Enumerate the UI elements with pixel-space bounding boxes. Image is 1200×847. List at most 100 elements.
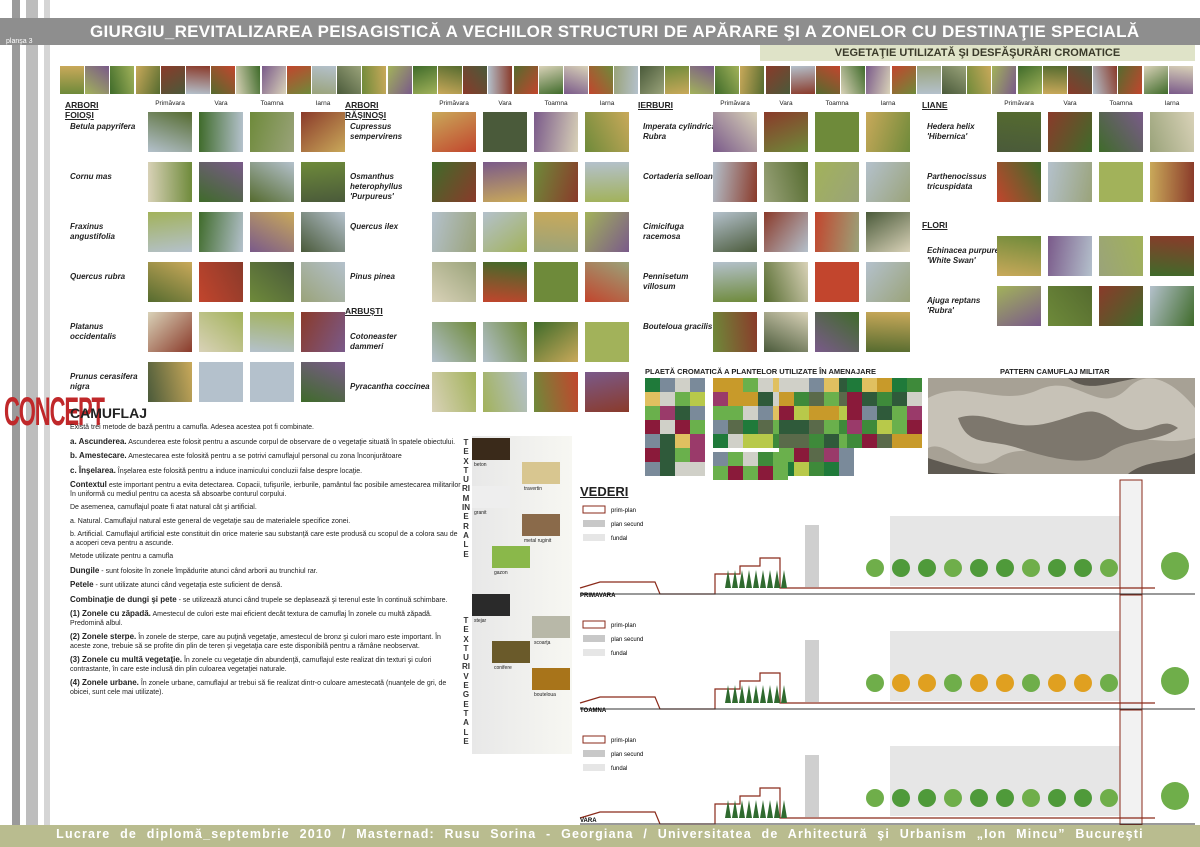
conifer — [732, 685, 738, 703]
strip-tile — [715, 66, 739, 94]
paragraph: (4) Zonele urbane. În zonele urbane, cam… — [70, 679, 462, 697]
plant-photo — [585, 262, 629, 302]
strip-tile — [85, 66, 109, 94]
tree — [866, 674, 884, 692]
palette-swatch — [892, 392, 907, 406]
plant-photo — [432, 112, 476, 152]
season-label: Iarna — [866, 100, 910, 107]
plant-photo — [997, 162, 1041, 202]
conifer — [732, 800, 738, 818]
palette-swatch — [824, 392, 839, 406]
palette-swatch — [743, 452, 758, 466]
strip-tile — [740, 66, 764, 94]
plant-photo — [713, 162, 757, 202]
palette-swatch — [809, 378, 824, 392]
plant-photo — [866, 262, 910, 302]
paragraph: De asemenea, camuflajul poate fi atat na… — [70, 504, 462, 513]
texture-label: metal ruginit — [524, 538, 551, 544]
conifer — [760, 800, 766, 818]
palette-swatch — [779, 378, 794, 392]
plant-photo — [764, 112, 808, 152]
palette-swatch — [809, 406, 824, 420]
plant-photo — [585, 212, 629, 252]
species-name: Prunus cerasifera nigra — [70, 372, 150, 392]
season-label: Primăvara — [713, 100, 757, 107]
group-title: LIANE — [922, 100, 948, 110]
title: GIURGIU_REVITALIZAREA PEISAGISTICĂ A VEC… — [90, 22, 1139, 42]
plant-photo — [764, 162, 808, 202]
texture-title: TEXTURI VEGETALE — [462, 616, 470, 746]
season-label: Vara — [1048, 100, 1092, 107]
palette-swatch — [743, 406, 758, 420]
strip-tile — [539, 66, 563, 94]
texture-swatch — [522, 514, 560, 536]
plant-photo — [148, 112, 192, 152]
footer: Lucrare de diplomă_septembrie 2010 / Mas… — [0, 827, 1200, 841]
paragraph-text: este important pentru a evita detectarea… — [70, 482, 461, 498]
plant-photo — [534, 112, 578, 152]
color-palette — [645, 378, 915, 478]
palette-swatch — [645, 392, 660, 406]
paragraph: Există trei metode de bază pentru a camu… — [70, 424, 462, 433]
legend-label: fundal — [611, 651, 627, 657]
tree — [944, 674, 962, 692]
season-label: Vara — [764, 100, 808, 107]
tree — [1048, 674, 1066, 692]
paragraph-lead: Dungile — [70, 566, 99, 575]
conifer — [725, 570, 731, 588]
tree — [1074, 789, 1092, 807]
tree — [1048, 559, 1066, 577]
paragraph-lead: (1) Zonele cu zăpadă. — [70, 609, 151, 618]
section-label: TOAMNA — [580, 708, 607, 714]
conifer — [725, 685, 731, 703]
section-label: VARA — [580, 818, 597, 824]
tower — [1120, 710, 1142, 825]
palette-swatch — [713, 434, 728, 448]
conifer — [767, 570, 773, 588]
strip-tile — [866, 66, 890, 94]
tree — [1022, 789, 1040, 807]
plant-photo — [301, 162, 345, 202]
species-name: Platanus occidentalis — [70, 322, 150, 342]
plant-photo — [483, 112, 527, 152]
plant-photo — [1048, 236, 1092, 276]
plant-photo — [250, 112, 294, 152]
plant-photo — [148, 162, 192, 202]
plant-photo — [815, 312, 859, 352]
strip-tile — [413, 66, 437, 94]
palette-swatch — [794, 406, 809, 420]
season-label: Toamna — [1099, 100, 1143, 107]
plant-photo — [713, 262, 757, 302]
palette-swatch — [690, 378, 705, 392]
tree — [1161, 552, 1189, 580]
paragraph: b. Artificial. Camuflajul artificial est… — [70, 531, 462, 548]
palette-swatch — [877, 378, 892, 392]
conifer — [774, 685, 780, 703]
plant-photo — [483, 262, 527, 302]
palette-swatch — [809, 392, 824, 406]
texture-swatch — [472, 486, 510, 508]
plant-photo — [148, 212, 192, 252]
season-label: Toamna — [534, 100, 578, 107]
tree — [970, 789, 988, 807]
texture-label: gazon — [494, 570, 508, 576]
plant-photo — [432, 162, 476, 202]
strip-tile — [917, 66, 941, 94]
palette-swatch — [728, 392, 743, 406]
palette-swatch — [907, 378, 922, 392]
plant-photo — [483, 162, 527, 202]
paragraph-lead: b. Amestecare. — [70, 451, 127, 460]
tree — [996, 559, 1014, 577]
tower — [1120, 480, 1142, 595]
palette-swatch — [809, 434, 824, 448]
paragraph-text: Metode utilizate pentru a camufla — [70, 553, 173, 560]
conifer — [746, 685, 752, 703]
texture-swatch — [532, 616, 570, 638]
strip-tile — [362, 66, 386, 94]
palette-swatch — [847, 420, 862, 434]
strip-tile — [312, 66, 336, 94]
tree — [1100, 674, 1118, 692]
texture-strip — [60, 66, 1195, 94]
plant-photo — [250, 162, 294, 202]
tree — [1022, 674, 1040, 692]
